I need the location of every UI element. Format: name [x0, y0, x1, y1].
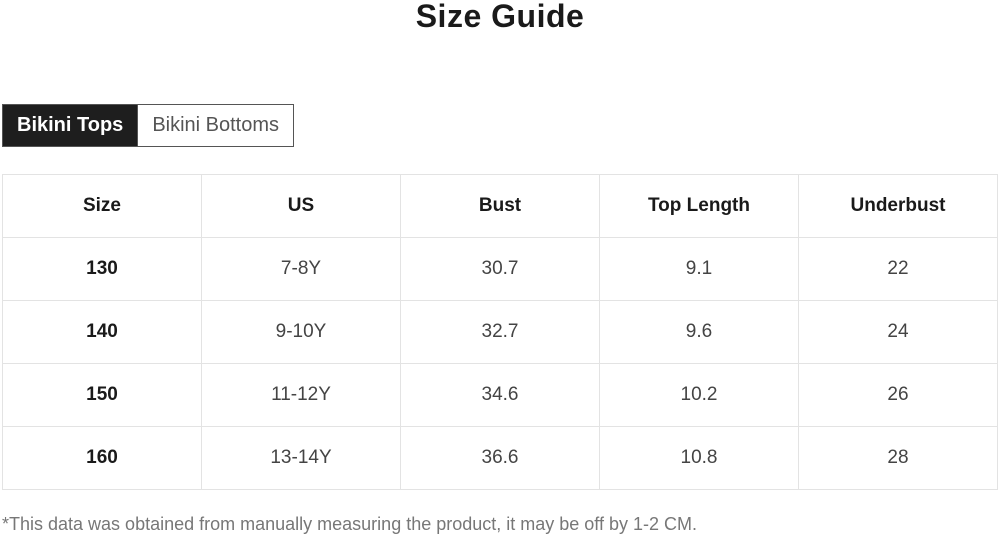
cell-bust: 30.7 [400, 237, 600, 301]
cell-bust: 32.7 [400, 300, 600, 364]
cell-us: 9-10Y [201, 300, 401, 364]
header-us: US [201, 174, 401, 238]
table-row: 150 11-12Y 34.6 10.2 26 [2, 363, 998, 427]
cell-top-length: 9.6 [599, 300, 799, 364]
cell-us: 11-12Y [201, 363, 401, 427]
cell-underbust: 22 [798, 237, 998, 301]
cell-top-length: 9.1 [599, 237, 799, 301]
header-size: Size [2, 174, 202, 238]
table-row: 140 9-10Y 32.7 9.6 24 [2, 300, 998, 364]
table-header-row: Size US Bust Top Length Underbust [2, 174, 998, 238]
cell-underbust: 26 [798, 363, 998, 427]
cell-underbust: 24 [798, 300, 998, 364]
page-title: Size Guide [415, 0, 585, 34]
cell-bust: 34.6 [400, 363, 600, 427]
cell-size: 150 [2, 363, 202, 427]
cell-top-length: 10.2 [599, 363, 799, 427]
header-bust: Bust [400, 174, 600, 238]
cell-size: 160 [2, 426, 202, 490]
cell-us: 7-8Y [201, 237, 401, 301]
cell-us: 13-14Y [201, 426, 401, 490]
tab-bar: Bikini Tops Bikini Bottoms [2, 104, 295, 147]
header-underbust: Underbust [798, 174, 998, 238]
cell-size: 130 [2, 237, 202, 301]
cell-size: 140 [2, 300, 202, 364]
tab-bikini-tops[interactable]: Bikini Tops [3, 105, 138, 146]
cell-underbust: 28 [798, 426, 998, 490]
table-row: 130 7-8Y 30.7 9.1 22 [2, 237, 998, 301]
size-table: Size US Bust Top Length Underbust 130 7-8… [2, 174, 998, 490]
cell-top-length: 10.8 [599, 426, 799, 490]
cell-bust: 36.6 [400, 426, 600, 490]
header-top-length: Top Length [599, 174, 799, 238]
tab-bikini-bottoms[interactable]: Bikini Bottoms [137, 105, 294, 146]
table-row: 160 13-14Y 36.6 10.8 28 [2, 426, 998, 490]
measurement-note: *This data was obtained from manually me… [2, 514, 698, 534]
